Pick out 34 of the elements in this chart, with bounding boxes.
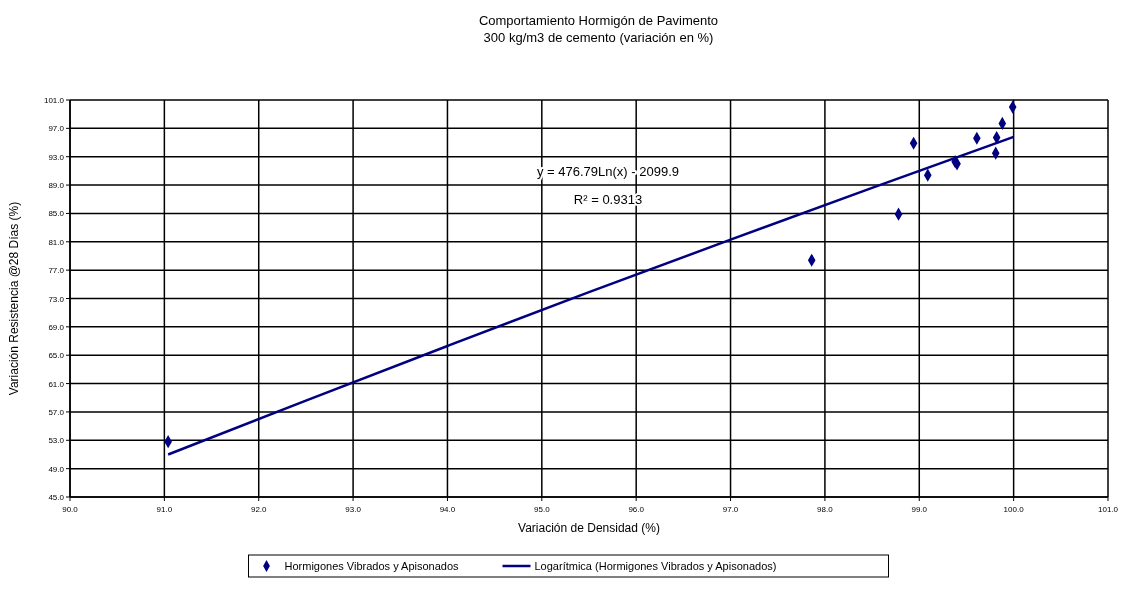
y-tick-label: 49.0 (48, 464, 65, 474)
y-tick-label: 45.0 (48, 493, 65, 502)
y-tick-label: 97.0 (48, 124, 65, 134)
x-tick-label: 92.0 (250, 505, 268, 514)
y-tick-label: 57.0 (48, 407, 65, 417)
y-tick-label: 53.0 (48, 436, 65, 446)
y-tick-label: 77.0 (48, 266, 65, 276)
y-axis-title: Variación Resistencia @28 Días (%) (7, 201, 21, 396)
y-tick-label: 89.0 (48, 181, 65, 191)
x-tick-label: 100.0 (1003, 505, 1025, 514)
x-tick-label: 95.0 (534, 505, 551, 514)
legend-label: Logarítmica (Hormigones Vibrados y Apisonados) (534, 560, 777, 572)
x-axis-title: Variación de Densidad (%) (518, 521, 660, 535)
y-tick-label: 73.0 (48, 294, 65, 304)
line-series (166, 135, 1015, 456)
x-tick-label: 90.0 (62, 505, 79, 514)
x-tick-label: 99.0 (911, 505, 928, 514)
x-tick-label: 98.0 (817, 505, 834, 514)
y-tick-label: 61.0 (48, 379, 65, 389)
y-tick-label: 93.0 (48, 152, 65, 162)
y-tick-label: 85.0 (48, 209, 65, 219)
chart-title: Comportamiento Hormigón de Pavimento (478, 13, 719, 28)
x-tick-label: 96.0 (628, 505, 645, 514)
legend-label: Hormigones Vibrados y Apisonados (284, 560, 460, 572)
y-tick-label: 101.0 (43, 96, 65, 105)
x-tick-label: 97.0 (722, 505, 739, 514)
x-tick-label: 91.0 (156, 505, 173, 514)
y-tick-label: 65.0 (48, 351, 65, 361)
x-tick-label: 101.0 (1097, 505, 1119, 514)
chart-subtitle: 300 kg/m3 de cemento (variación en %) (483, 30, 714, 45)
y-tick-label: 81.0 (48, 237, 65, 247)
x-tick-label: 94.0 (439, 505, 456, 514)
y-tick-label: 69.0 (48, 322, 65, 332)
x-tick-label: 93.0 (345, 505, 362, 514)
